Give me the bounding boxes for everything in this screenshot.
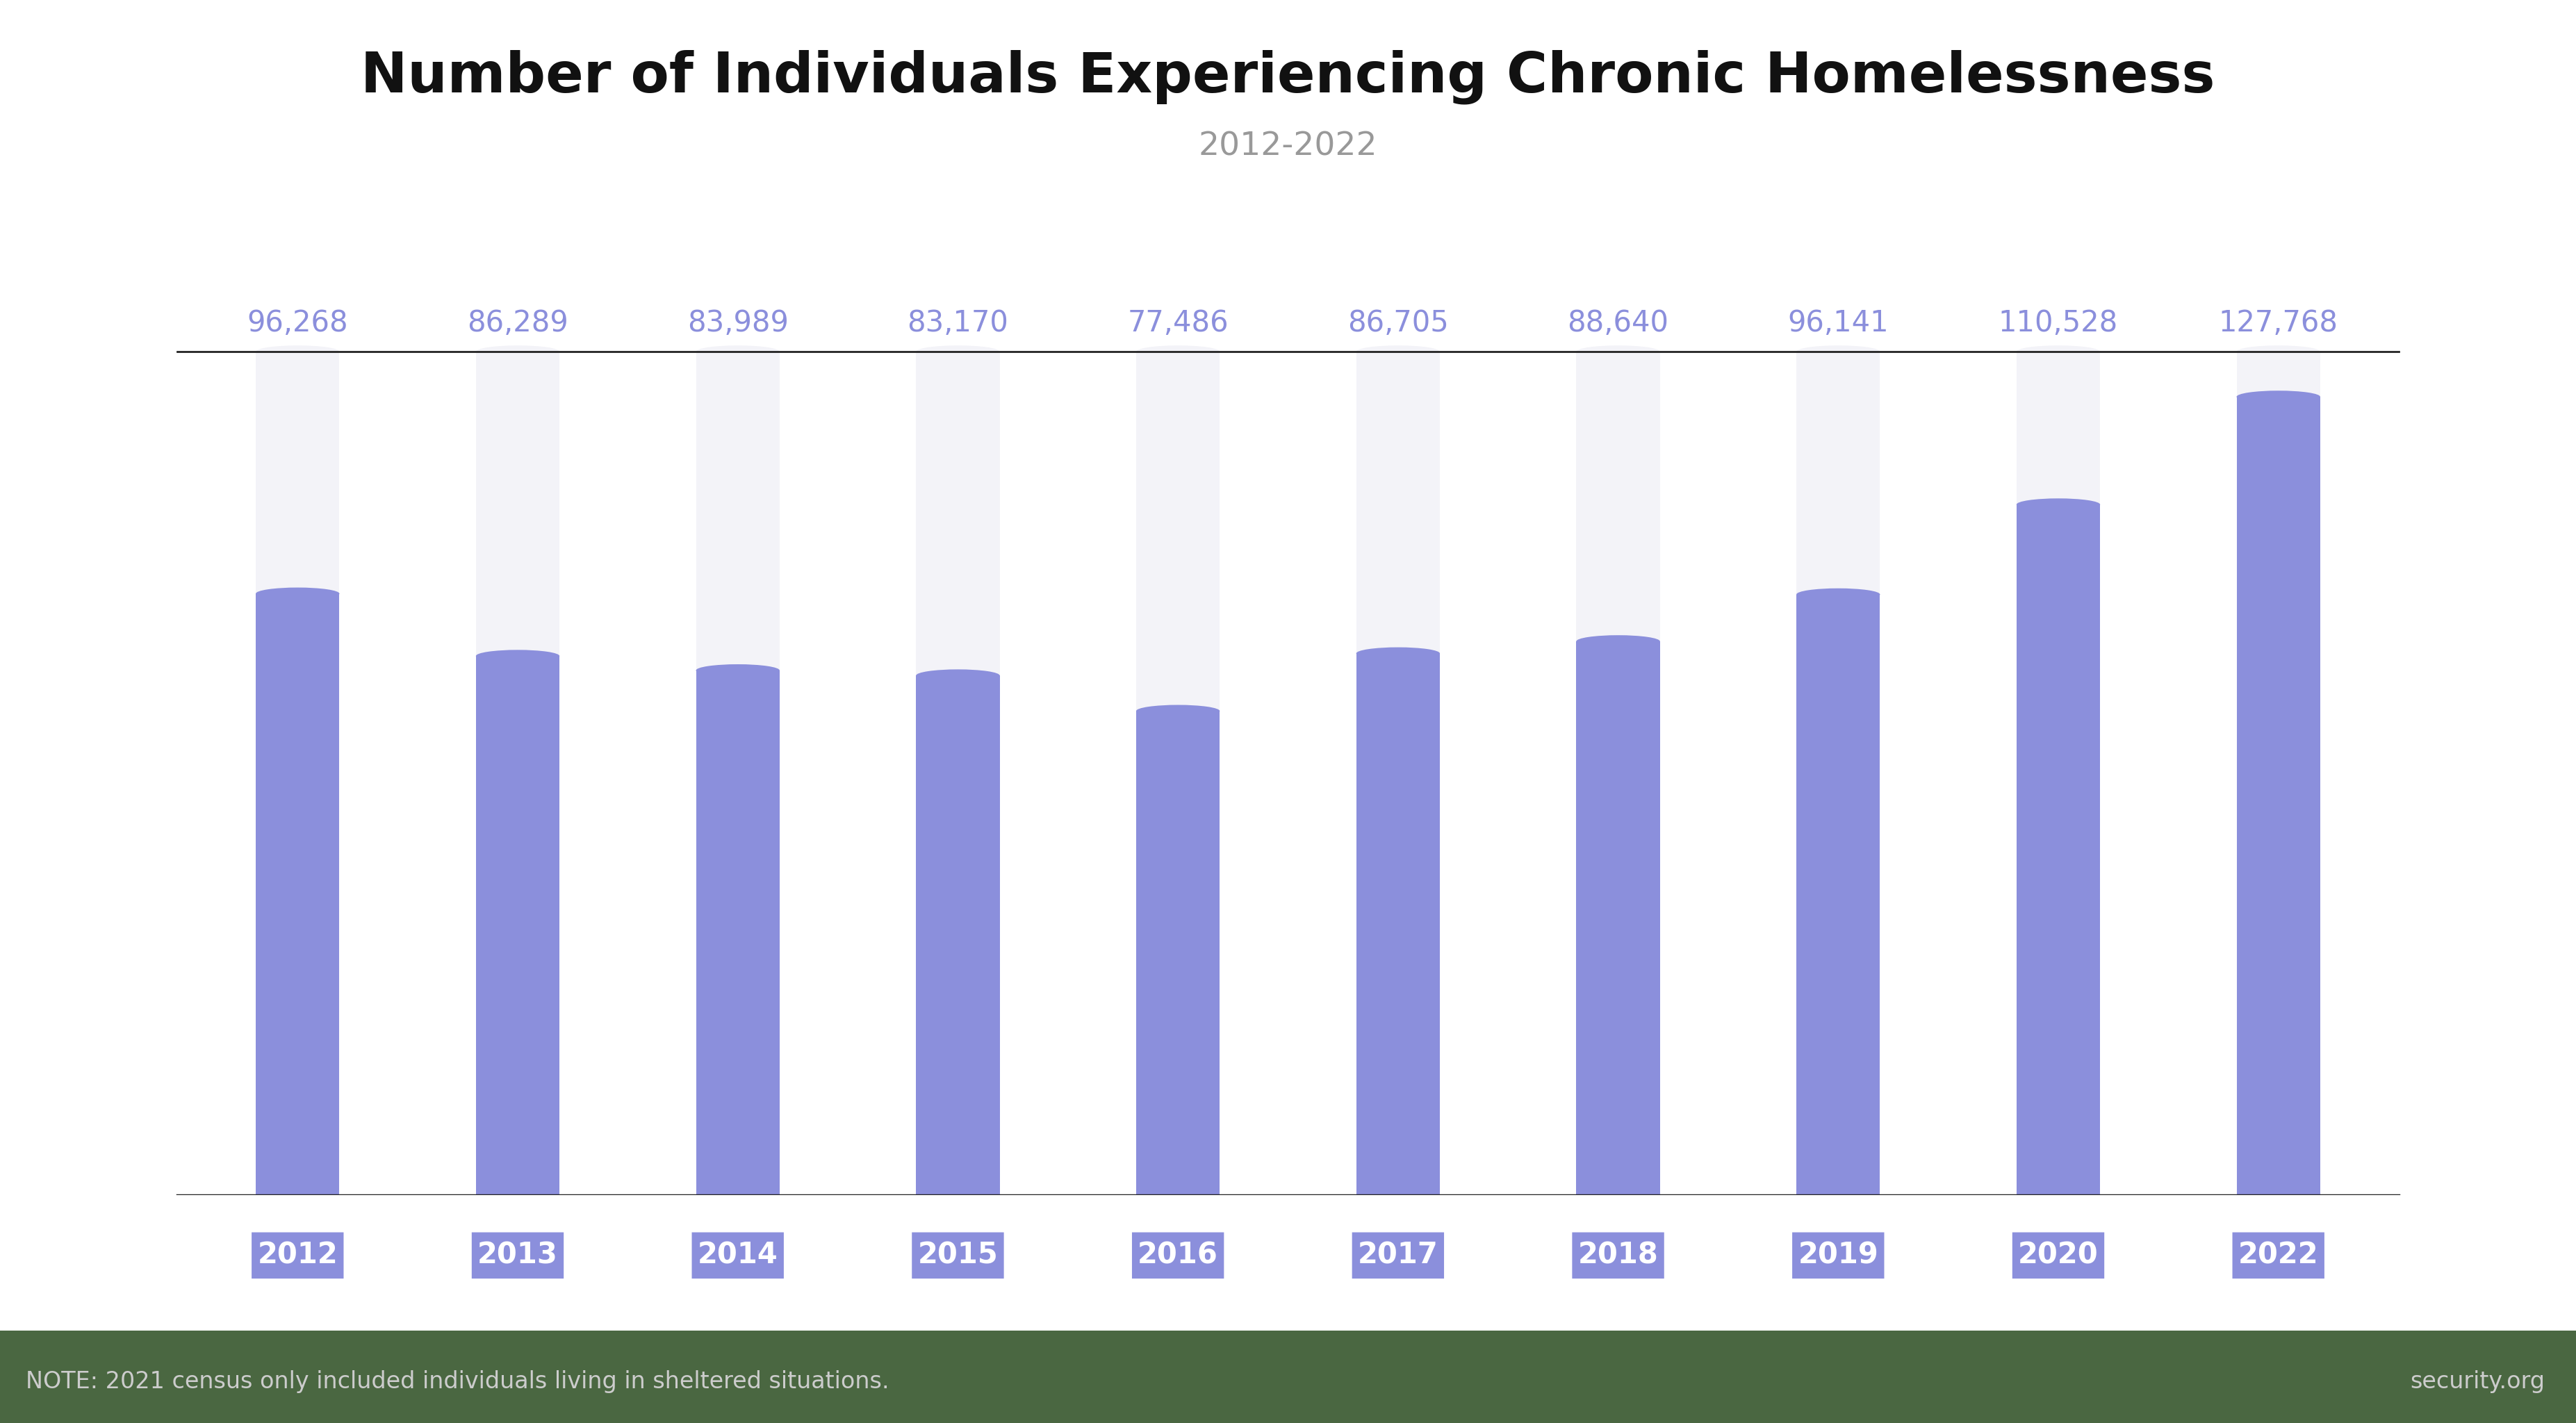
Ellipse shape (696, 346, 781, 357)
Bar (696, 670, 781, 1195)
Ellipse shape (917, 346, 999, 357)
Bar (1795, 351, 1880, 1195)
Bar (255, 351, 340, 1195)
Ellipse shape (1136, 346, 1221, 357)
Bar (1136, 351, 1221, 1195)
Bar (1577, 642, 1659, 1195)
Ellipse shape (2017, 498, 2099, 511)
Bar (696, 351, 781, 1195)
Bar (1355, 351, 1440, 1195)
Text: 2015: 2015 (917, 1241, 997, 1271)
Bar (917, 676, 999, 1195)
Ellipse shape (696, 665, 781, 676)
Text: 2019: 2019 (1798, 1241, 1878, 1271)
FancyBboxPatch shape (252, 1232, 343, 1278)
Text: 2012: 2012 (258, 1241, 337, 1271)
FancyBboxPatch shape (912, 1232, 1005, 1278)
Text: 86,705: 86,705 (1347, 309, 1448, 337)
Ellipse shape (917, 669, 999, 682)
FancyBboxPatch shape (1571, 1232, 1664, 1278)
Text: 2017: 2017 (1358, 1241, 1437, 1271)
FancyBboxPatch shape (693, 1232, 783, 1278)
Text: Number of Individuals Experiencing Chronic Homelessness: Number of Individuals Experiencing Chron… (361, 50, 2215, 104)
Ellipse shape (1355, 346, 1440, 357)
FancyBboxPatch shape (1131, 1232, 1224, 1278)
Bar (477, 656, 559, 1195)
Ellipse shape (477, 346, 559, 357)
Text: 2014: 2014 (698, 1241, 778, 1271)
Text: 86,289: 86,289 (466, 309, 569, 337)
Text: 127,768: 127,768 (2218, 309, 2339, 337)
FancyBboxPatch shape (471, 1232, 564, 1278)
Bar (1355, 653, 1440, 1195)
Text: 2022: 2022 (2239, 1241, 2318, 1271)
Bar (477, 351, 559, 1195)
Bar (1136, 712, 1221, 1195)
Text: 77,486: 77,486 (1128, 309, 1229, 337)
Ellipse shape (2236, 346, 2321, 357)
Text: 2012-2022: 2012-2022 (1198, 131, 1378, 162)
Ellipse shape (1577, 346, 1659, 357)
Text: 2018: 2018 (1579, 1241, 1659, 1271)
Bar (2236, 351, 2321, 1195)
Text: 83,989: 83,989 (688, 309, 788, 337)
FancyBboxPatch shape (1352, 1232, 1445, 1278)
Ellipse shape (1136, 704, 1221, 717)
Ellipse shape (1795, 588, 1880, 601)
Text: NOTE: 2021 census only included individuals living in sheltered situations.: NOTE: 2021 census only included individu… (26, 1370, 889, 1393)
Text: 2016: 2016 (1139, 1241, 1218, 1271)
Bar (2017, 351, 2099, 1195)
Ellipse shape (255, 588, 340, 601)
Ellipse shape (1355, 647, 1440, 660)
Text: 2020: 2020 (2017, 1241, 2099, 1271)
Ellipse shape (2236, 391, 2321, 403)
Ellipse shape (255, 346, 340, 357)
FancyBboxPatch shape (2012, 1232, 2105, 1278)
Ellipse shape (2017, 346, 2099, 357)
Bar (917, 351, 999, 1195)
Bar (1577, 351, 1659, 1195)
Text: 88,640: 88,640 (1566, 309, 1669, 337)
FancyBboxPatch shape (2233, 1232, 2324, 1278)
Text: 110,528: 110,528 (1999, 309, 2117, 337)
Bar (255, 593, 340, 1195)
FancyBboxPatch shape (1793, 1232, 1883, 1278)
Ellipse shape (1795, 346, 1880, 357)
Text: 96,268: 96,268 (247, 309, 348, 337)
Text: 2013: 2013 (477, 1241, 559, 1271)
Bar (1795, 595, 1880, 1195)
Bar (2017, 505, 2099, 1195)
Ellipse shape (1577, 635, 1659, 647)
Text: security.org: security.org (2411, 1370, 2545, 1393)
Text: 96,141: 96,141 (1788, 309, 1888, 337)
Ellipse shape (477, 650, 559, 662)
Text: 83,170: 83,170 (907, 309, 1010, 337)
Bar (2236, 397, 2321, 1195)
